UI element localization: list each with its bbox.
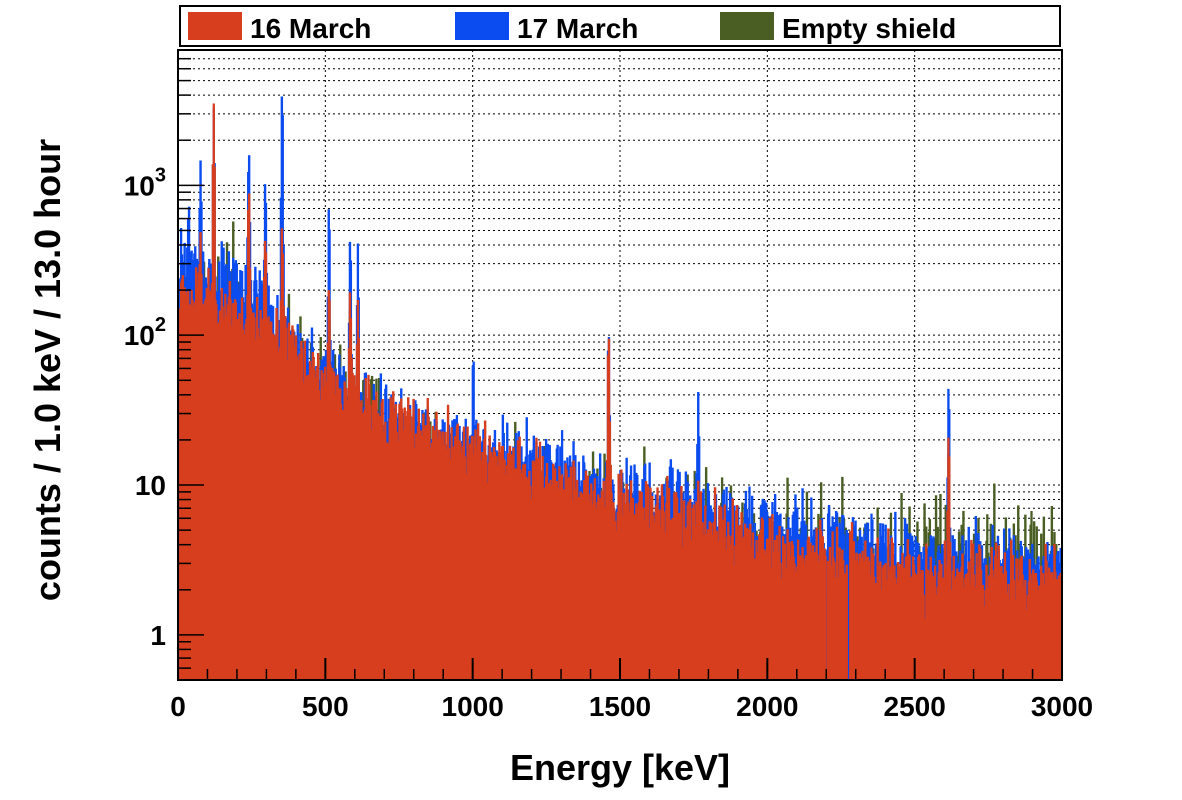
y-tick-exponent: 3 — [155, 164, 166, 186]
ticks — [177, 49, 1063, 681]
x-tick-label: 2500 — [884, 691, 946, 722]
x-tick-label: 2000 — [736, 691, 798, 722]
y-tick-exponent: 2 — [155, 314, 166, 336]
x-tick-label: 1000 — [442, 691, 504, 722]
y-tick-base: 10 — [124, 170, 155, 201]
legend: 16 March 17 March Empty shield — [179, 5, 1061, 47]
legend-label-17-march: 17 March — [517, 13, 638, 44]
legend-label-16-march: 16 March — [250, 13, 371, 44]
y-axis-title: counts / 1.0 keV / 13.0 hour — [27, 139, 68, 601]
legend-swatch-empty-shield — [720, 12, 774, 40]
y-tick-label: 1 — [150, 620, 166, 651]
legend-swatch-16-march — [188, 12, 242, 40]
series-layer — [178, 96, 1062, 680]
x-tick-label: 3000 — [1031, 691, 1093, 722]
y-tick-label: 10 — [135, 470, 166, 501]
y-tick-base: 10 — [135, 470, 166, 501]
x-tick-label: 500 — [302, 691, 349, 722]
legend-label-empty-shield: Empty shield — [782, 13, 956, 44]
x-tick-label: 0 — [170, 691, 186, 722]
x-axis-title: Energy [keV] — [510, 747, 730, 788]
series-16-march — [178, 103, 1062, 680]
legend-swatch-17-march — [455, 12, 509, 40]
y-tick-label: 102 — [124, 314, 166, 351]
y-tick-base: 10 — [124, 320, 155, 351]
y-tick-base: 1 — [150, 620, 166, 651]
legend-box — [179, 5, 1061, 47]
x-tick-label: 1500 — [589, 691, 651, 722]
y-tick-label: 103 — [124, 164, 166, 201]
